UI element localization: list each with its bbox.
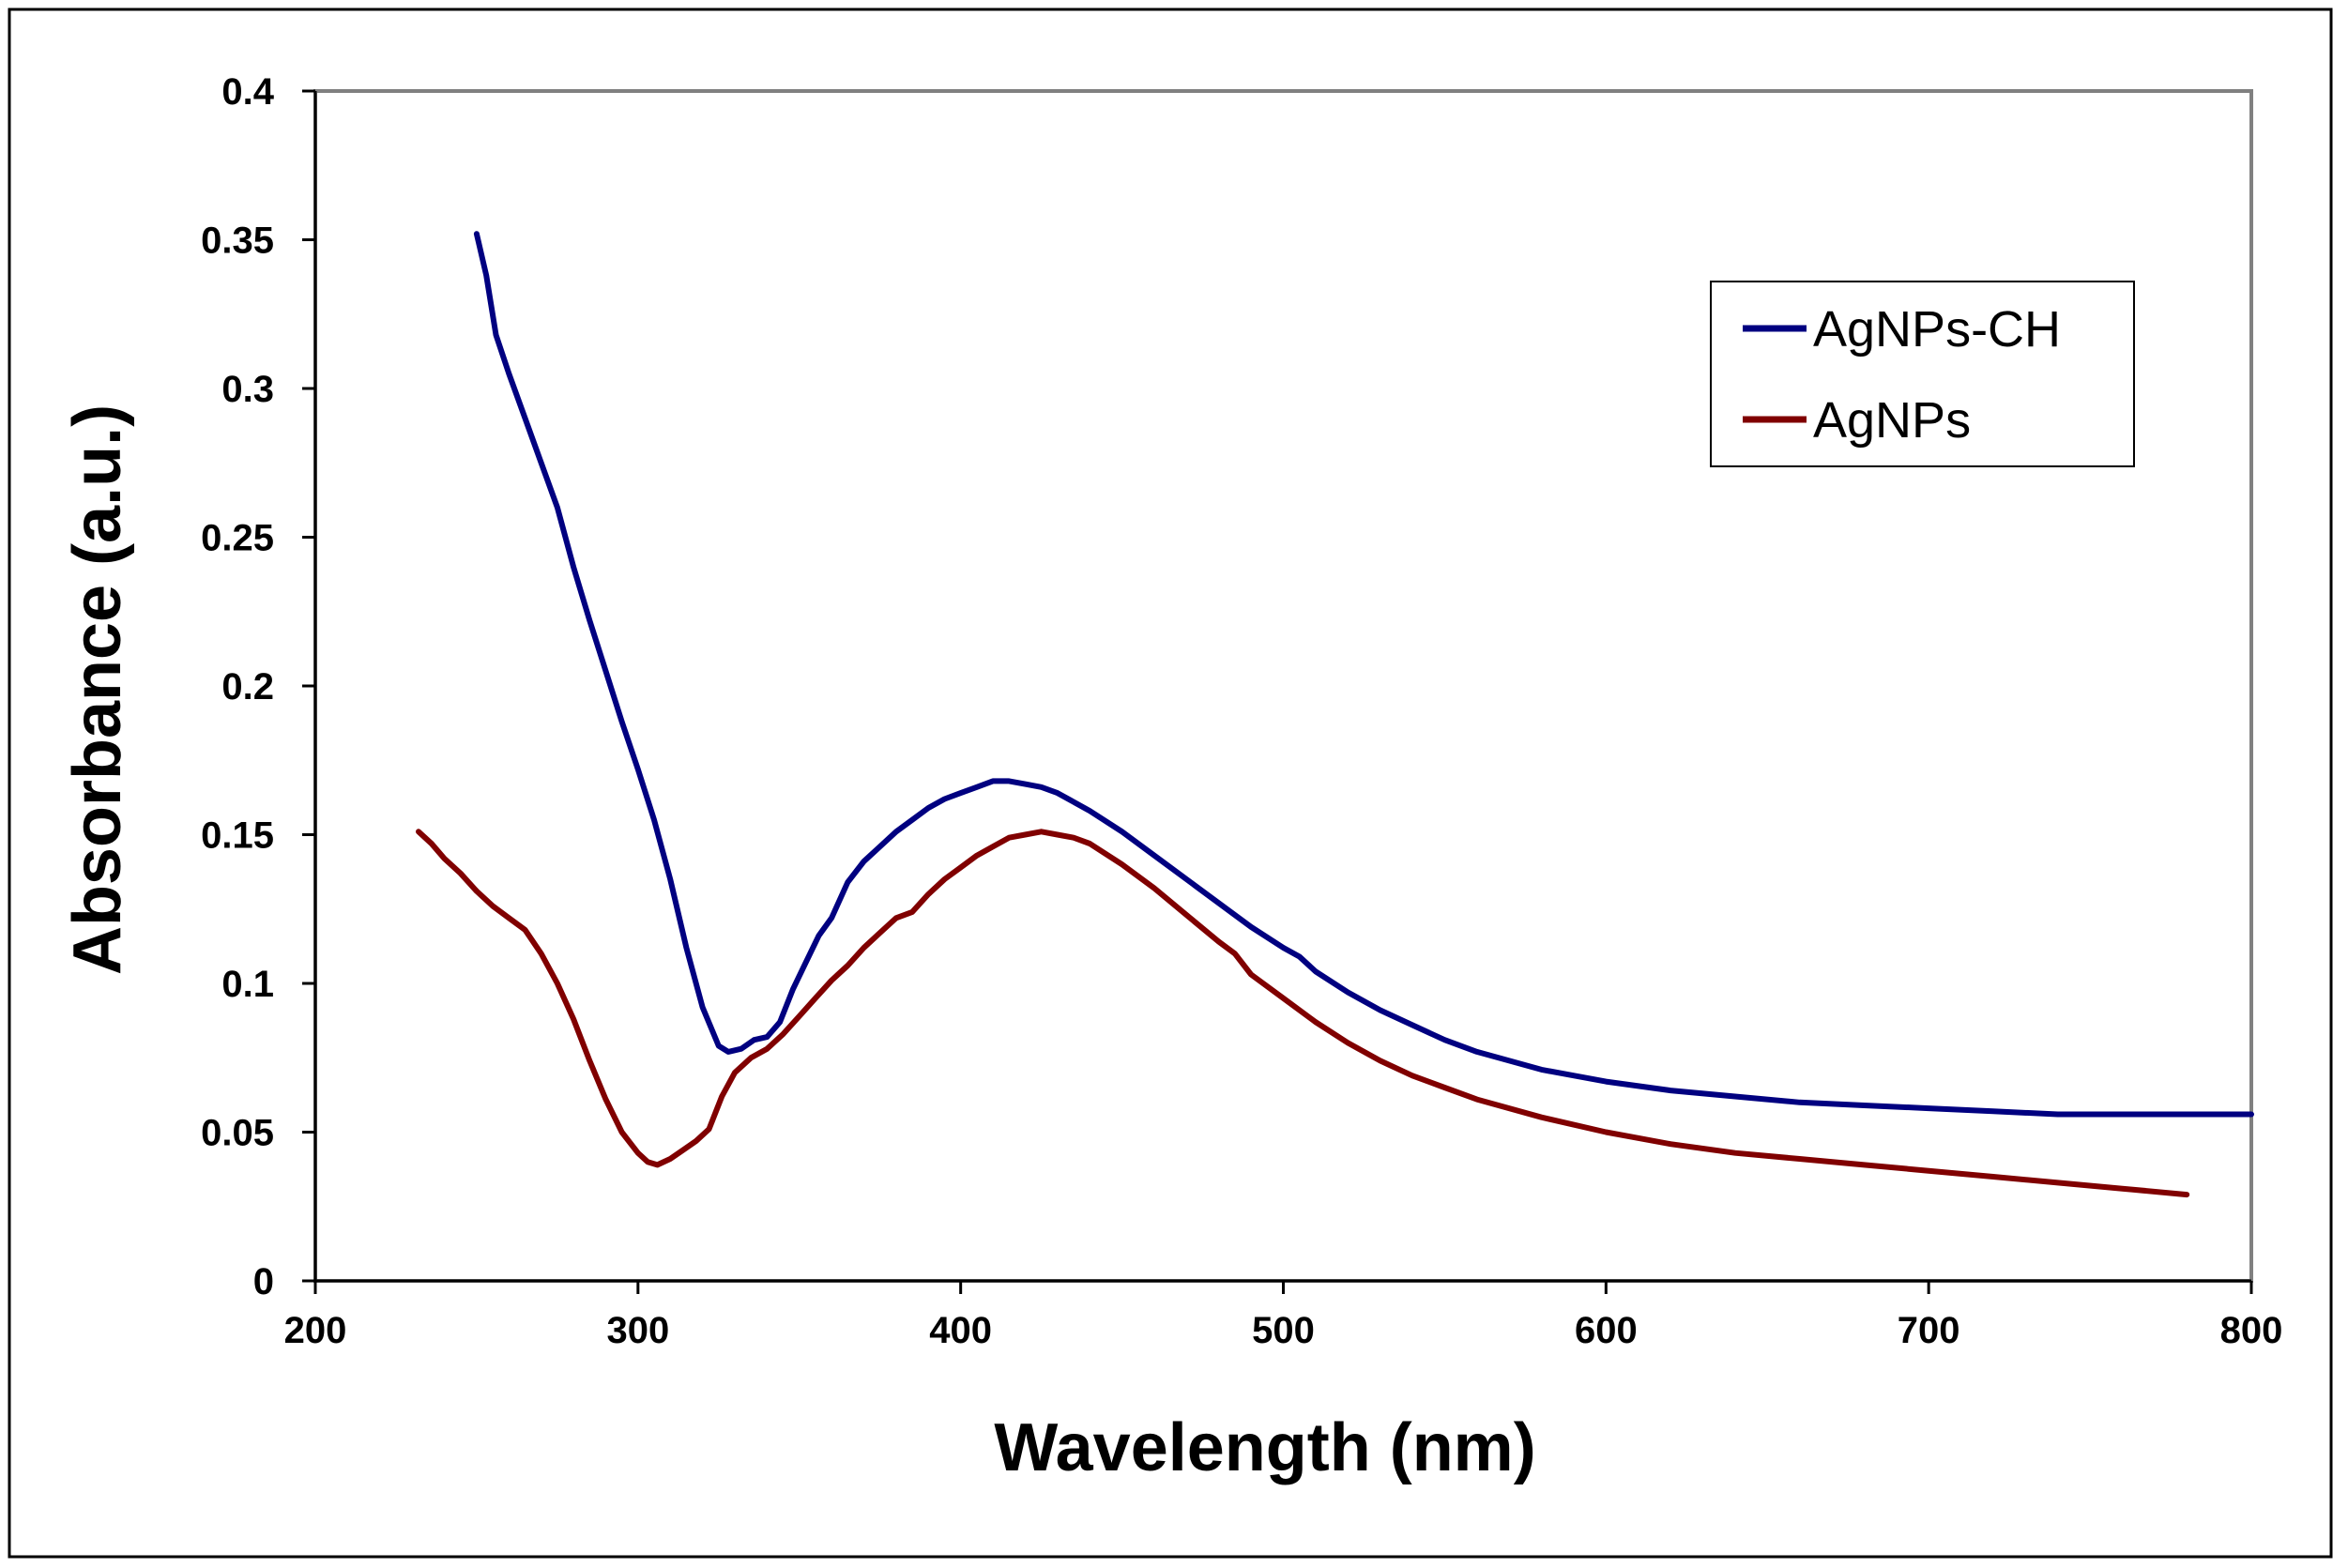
series-line-agnps [416,829,2190,1198]
legend-label-agnps: AgNPs [1813,392,1971,449]
y-axis: 0 0.05 0.1 0.15 0.2 0.25 0.3 0.35 0.4 [201,71,317,1302]
x-tick-label: 200 [284,1310,347,1351]
x-tick-label: 600 [1575,1310,1638,1351]
y-tick-label: 0.4 [221,71,274,113]
series-layer [416,231,2254,1198]
x-tick-label: 700 [1898,1310,1960,1351]
x-tick-label: 800 [2220,1310,2283,1351]
y-tick-label: 0.1 [221,964,274,1005]
y-tick-label: 0 [253,1261,274,1302]
x-tick-label: 300 [606,1310,669,1351]
legend-label-agnps-ch: AgNPs-CH [1813,301,2061,358]
y-tick-label: 0.05 [201,1113,274,1154]
y-tick-label: 0.2 [221,666,274,708]
y-axis-title: Absorbance (a.u.) [60,404,135,975]
legend-box [1710,281,2135,467]
x-tick-label: 500 [1252,1310,1315,1351]
x-axis: 200 300 400 500 600 700 800 [284,1279,2283,1351]
x-axis-title: Wavelength (nm) [994,1410,1535,1485]
legend: AgNPs-CH AgNPs [1710,281,2135,467]
x-tick-label: 400 [929,1310,992,1351]
y-tick-label: 0.35 [201,221,274,262]
y-tick-label: 0.15 [201,815,274,857]
y-tick-label: 0.25 [201,518,274,559]
series-line-agnps-ch [473,231,2254,1118]
y-tick-label: 0.3 [221,369,274,410]
